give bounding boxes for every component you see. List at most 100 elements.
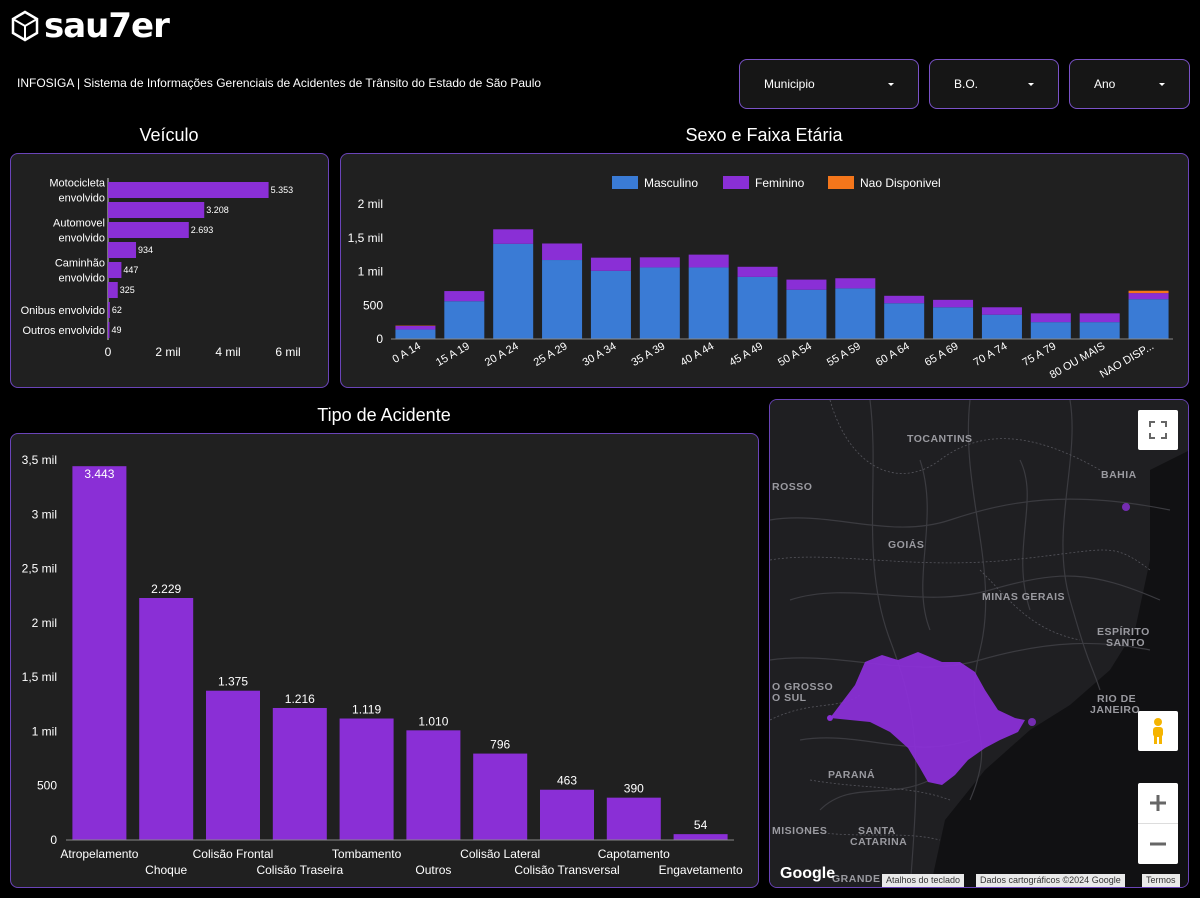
data-label: 5.353 bbox=[271, 185, 294, 195]
data-label: 49 bbox=[111, 325, 121, 335]
category-label: Outros envolvido bbox=[22, 325, 105, 337]
bar-segment bbox=[590, 257, 631, 271]
category-label: Onibus envolvido bbox=[21, 305, 105, 317]
tick-label: 2 mil bbox=[32, 616, 57, 630]
data-label: 325 bbox=[120, 285, 135, 295]
bar bbox=[473, 753, 528, 840]
bar-segment bbox=[1030, 313, 1071, 323]
bar bbox=[673, 834, 728, 840]
bar-segment bbox=[688, 254, 729, 268]
legend-swatch bbox=[612, 176, 638, 189]
data-label: 54 bbox=[694, 818, 708, 832]
data-label: 796 bbox=[490, 738, 510, 752]
tick-label: 3,5 mil bbox=[22, 453, 57, 467]
map-data-attribution: Dados cartográficos ©2024 Google bbox=[976, 874, 1125, 887]
zoom-in-button[interactable] bbox=[1138, 784, 1178, 824]
bar-segment bbox=[1128, 290, 1169, 294]
filter-bo[interactable]: B.O. bbox=[929, 59, 1059, 109]
fullscreen-button[interactable] bbox=[1138, 410, 1178, 450]
tick-label: 500 bbox=[363, 298, 383, 312]
bar bbox=[272, 707, 327, 840]
bar bbox=[139, 597, 194, 840]
tick-label: 3 mil bbox=[32, 507, 57, 521]
tick-label: 1 mil bbox=[32, 724, 57, 738]
bar bbox=[406, 730, 461, 840]
bar-segment bbox=[590, 270, 631, 339]
bar bbox=[339, 718, 394, 840]
terms-link[interactable]: Termos bbox=[1142, 874, 1180, 887]
legend-label: Nao Disponivel bbox=[860, 176, 941, 190]
keyboard-shortcuts-link[interactable]: Atalhos do teclado bbox=[882, 874, 965, 887]
caret-down-icon bbox=[1028, 82, 1034, 86]
google-logo: Google bbox=[780, 865, 836, 882]
map-canvas[interactable]: TOCANTINS BAHIA ROSSO GOIÁS MINAS GERAIS… bbox=[770, 400, 1189, 888]
category-label: envolvido bbox=[59, 233, 105, 245]
veiculo-chart-title: Veículo bbox=[139, 125, 199, 145]
veiculo-chart-panel: 5.353 Motocicleta envolvido 3.208 2.693 Autom… bbox=[10, 153, 329, 388]
bar-segment bbox=[884, 303, 925, 339]
bar-segment bbox=[542, 260, 583, 339]
filter-ano[interactable]: Ano bbox=[1069, 59, 1190, 109]
map-label: ROSSO bbox=[772, 481, 812, 493]
bar-segment bbox=[639, 257, 680, 268]
category-label: 35 A 39 bbox=[630, 340, 668, 369]
caret-down-icon bbox=[888, 82, 894, 86]
tipo-chart: 0 500 1 mil 1,5 mil 2 mil 2,5 mil 3 mil 3,5 mil… bbox=[22, 453, 743, 877]
bar-segment bbox=[933, 299, 974, 308]
category-label: 55 A 59 bbox=[825, 340, 863, 369]
legend-label: Masculino bbox=[644, 176, 698, 190]
category-label: Motocicleta bbox=[49, 178, 106, 190]
zoom-controls bbox=[1138, 783, 1178, 864]
bar-segment bbox=[1030, 322, 1071, 339]
sexo-chart: Masculino Feminino Nao Disponivel 0 500 1 mil… bbox=[348, 176, 1173, 381]
category-label: 0 A 14 bbox=[390, 340, 422, 366]
category-label: 15 A 19 bbox=[434, 340, 472, 369]
logo: sau7er bbox=[10, 6, 170, 46]
category-label: 80 OU MAIS bbox=[1048, 340, 1107, 381]
category-label: 45 A 49 bbox=[727, 340, 765, 369]
category-label: Automovel bbox=[53, 218, 105, 230]
category-label: Colisão Frontal bbox=[193, 847, 274, 861]
category-label: 65 A 69 bbox=[923, 340, 961, 369]
map-label: O SUL bbox=[772, 692, 807, 704]
category-label: 50 A 54 bbox=[776, 340, 814, 369]
data-label: 463 bbox=[557, 774, 577, 788]
category-label: NAO DISP... bbox=[1098, 340, 1156, 381]
tick-label: 1,5 mil bbox=[22, 670, 57, 684]
map-label: PARANÁ bbox=[828, 768, 875, 781]
logo-icon bbox=[11, 10, 39, 42]
bar-segment bbox=[1079, 322, 1120, 339]
tick-label: 6 mil bbox=[275, 345, 300, 359]
tick-label: 1,5 mil bbox=[348, 231, 383, 245]
filter-label: Municipio bbox=[764, 77, 815, 91]
tipo-chart-panel: 0 500 1 mil 1,5 mil 2 mil 2,5 mil 3 mil 3,5 mil… bbox=[10, 433, 759, 888]
data-label: 2.229 bbox=[151, 582, 181, 596]
map[interactable]: TOCANTINS BAHIA ROSSO GOIÁS MINAS GERAIS… bbox=[769, 399, 1189, 888]
zoom-out-button[interactable] bbox=[1138, 824, 1178, 864]
bar-segment bbox=[884, 295, 925, 304]
data-label: 2.693 bbox=[191, 225, 214, 235]
data-label: 1.010 bbox=[418, 714, 448, 728]
map-label: O GROSSO bbox=[772, 681, 833, 693]
category-label: envolvido bbox=[59, 193, 105, 205]
data-label: 3.208 bbox=[206, 205, 229, 215]
logo-text: sau7er bbox=[44, 6, 170, 46]
bar-segment bbox=[981, 314, 1022, 339]
map-label: GRANDE bbox=[832, 873, 881, 885]
category-label: Choque bbox=[145, 863, 187, 877]
filter-municipio[interactable]: Municipio bbox=[739, 59, 919, 109]
category-label: Colisão Transversal bbox=[514, 863, 619, 877]
data-label: 390 bbox=[624, 782, 644, 796]
caret-down-icon bbox=[1159, 82, 1165, 86]
bar-segment bbox=[1128, 293, 1169, 300]
sexo-chart-title: Sexo e Faixa Etária bbox=[685, 125, 843, 145]
category-label: 20 A 24 bbox=[483, 340, 521, 369]
bar-segment bbox=[493, 243, 534, 339]
category-label: Engavetamento bbox=[659, 863, 743, 877]
bar-segment bbox=[444, 291, 485, 302]
street-view-pegman[interactable] bbox=[1138, 711, 1178, 751]
bar bbox=[540, 789, 594, 840]
bar-segment bbox=[1128, 299, 1169, 339]
bar bbox=[108, 322, 110, 338]
bar-segment bbox=[444, 301, 485, 339]
